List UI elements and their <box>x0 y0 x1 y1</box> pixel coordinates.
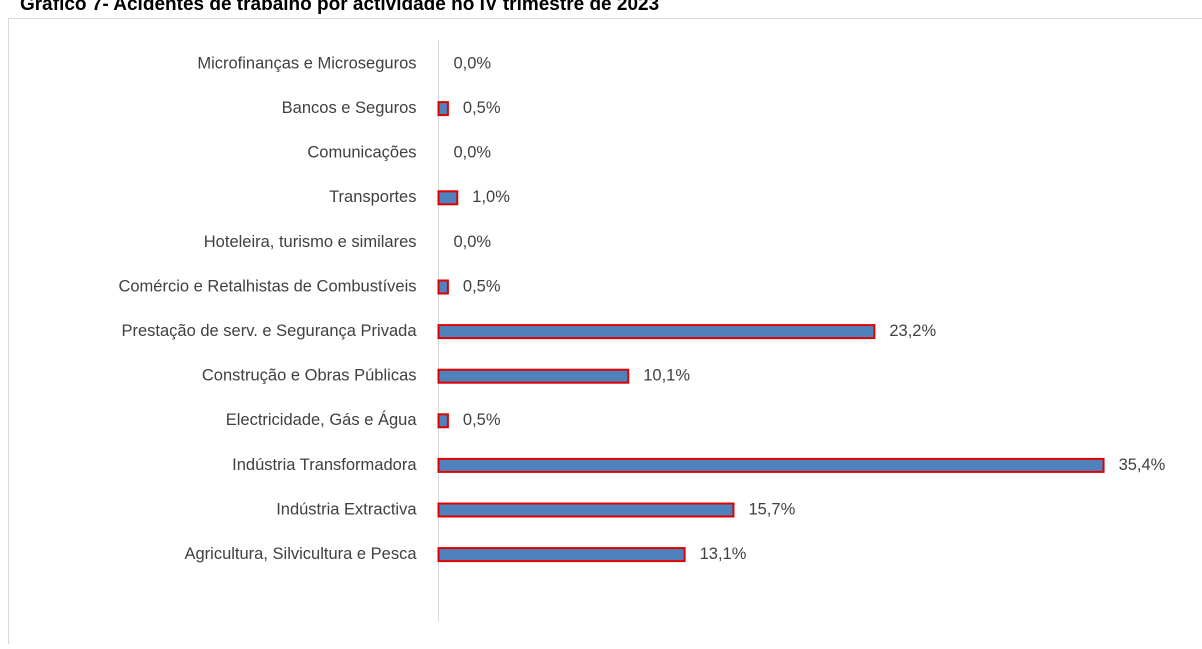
bar <box>439 325 875 338</box>
y-tick-label: Comunicações <box>307 144 416 162</box>
data-label: 15,7% <box>748 500 795 518</box>
data-label: 13,1% <box>700 545 747 563</box>
data-label: 0,5% <box>463 411 501 429</box>
data-label: 10,1% <box>643 367 690 385</box>
y-tick-label: Electricidade, Gás e Água <box>226 410 418 429</box>
y-tick-label: Hoteleira, turismo e similares <box>204 233 417 251</box>
bar <box>439 504 734 517</box>
y-tick-label: Bancos e Seguros <box>282 99 417 117</box>
bar <box>439 102 448 115</box>
bar <box>439 459 1104 472</box>
data-label: 23,2% <box>889 322 936 340</box>
data-label: 35,4% <box>1119 456 1166 474</box>
bar <box>439 191 458 204</box>
y-tick-label: Agricultura, Silvicultura e Pesca <box>184 545 417 563</box>
bar <box>439 281 448 294</box>
data-label: 0,5% <box>463 99 501 117</box>
data-label: 1,0% <box>472 188 510 206</box>
bar <box>439 414 448 427</box>
data-label: 0,5% <box>463 277 501 295</box>
y-tick-label: Construção e Obras Públicas <box>202 367 417 385</box>
y-tick-label: Indústria Transformadora <box>232 456 417 474</box>
y-tick-label: Indústria Extractiva <box>276 500 417 518</box>
data-label: 0,0% <box>454 233 492 251</box>
y-tick-label: Prestação de serv. e Segurança Privada <box>121 322 417 340</box>
y-tick-label: Comércio e Retalhistas de Combustíveis <box>118 277 416 295</box>
y-tick-label: Transportes <box>329 188 416 206</box>
chart-title: Gráfico 7- Acidentes de trabalho por act… <box>20 0 659 15</box>
y-tick-label: Microfinanças e Microseguros <box>197 54 416 72</box>
bar <box>439 370 629 383</box>
data-label: 0,0% <box>454 144 492 162</box>
data-label: 0,0% <box>454 54 492 72</box>
bar <box>439 548 685 561</box>
